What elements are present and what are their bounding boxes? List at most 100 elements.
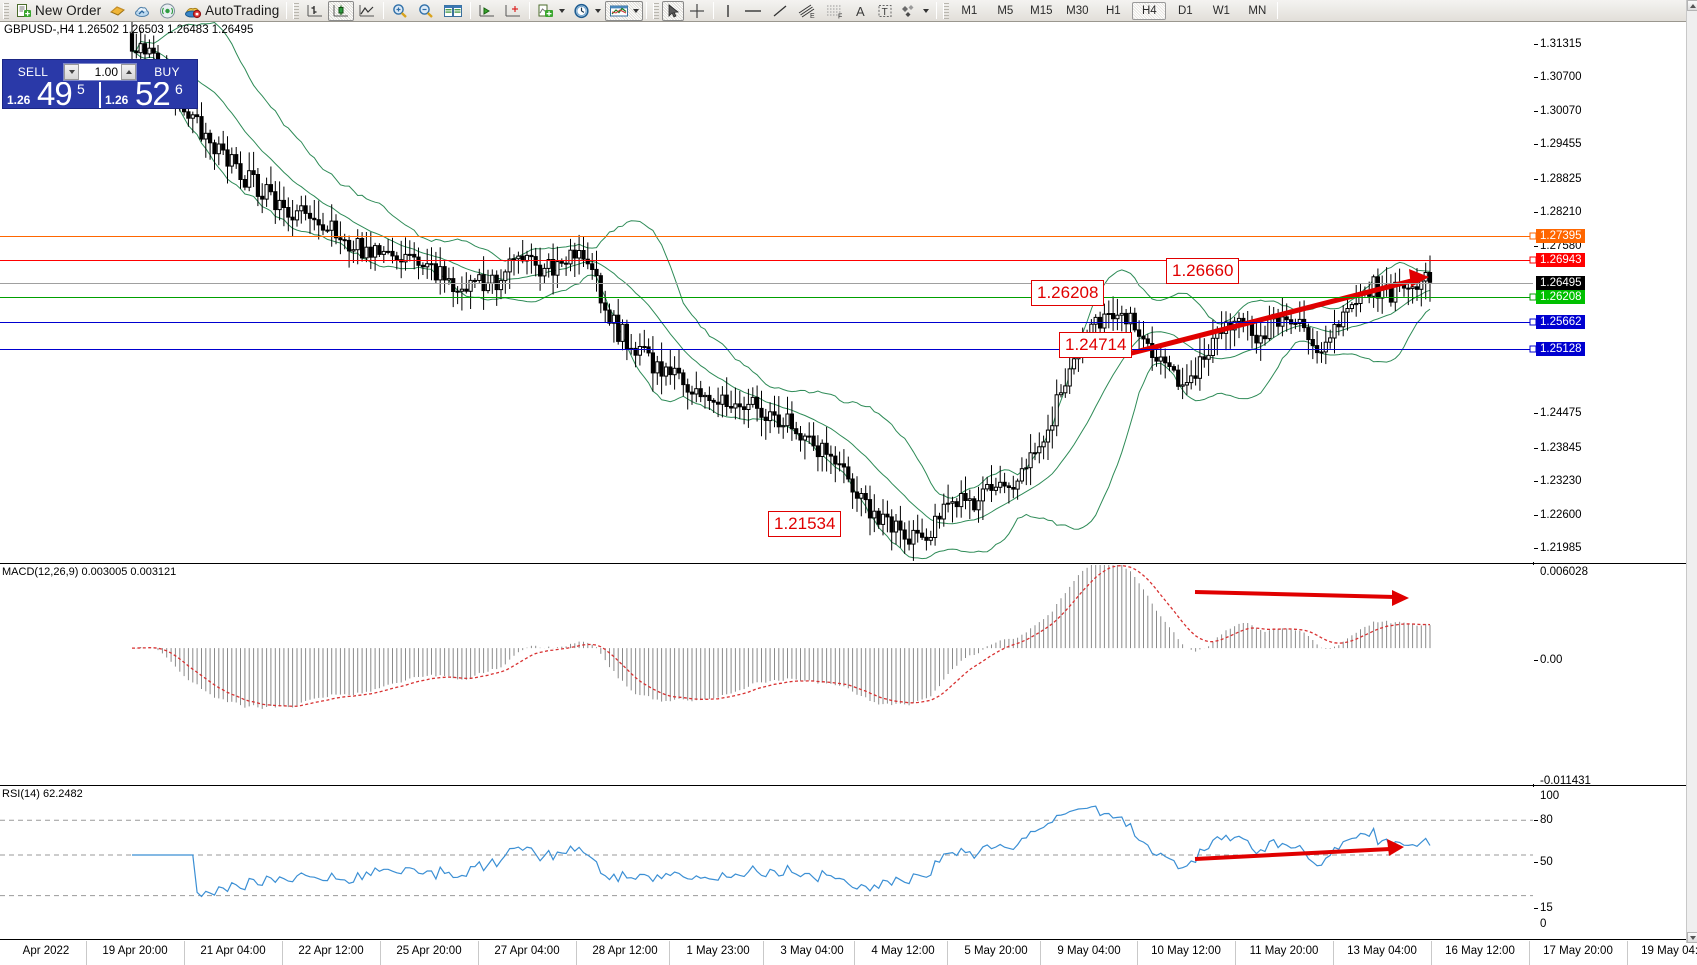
buy-button[interactable]: BUY xyxy=(154,65,180,79)
time-axis-separator xyxy=(1040,941,1041,965)
volume-decrease-button[interactable] xyxy=(64,64,79,80)
candlestick-chart-button[interactable] xyxy=(328,0,355,21)
time-axis-label: 19 Apr 20:00 xyxy=(102,945,168,957)
timeframe-mn[interactable]: MN xyxy=(1248,4,1267,17)
toolbar-separator-6 xyxy=(713,2,715,19)
time-axis-separator xyxy=(1529,941,1530,965)
rsi-chart-svg xyxy=(0,805,1533,898)
time-axis-label: 22 Apr 12:00 xyxy=(298,945,364,957)
volume-increase-button[interactable] xyxy=(121,64,136,80)
toolbar-grip-2[interactable] xyxy=(293,2,300,19)
chart-grid-button[interactable] xyxy=(439,1,467,21)
time-axis-separator xyxy=(1627,941,1628,965)
trendline-button[interactable] xyxy=(767,1,793,21)
price-annotation-callout[interactable]: 1.26208 xyxy=(1031,280,1105,306)
text-icon: A xyxy=(856,4,865,19)
time-axis-label: 27 Apr 04:00 xyxy=(494,945,560,957)
text-button[interactable]: A xyxy=(849,1,873,21)
macd-pane[interactable]: MACD(12,26,9) 0.003005 0.003121 xyxy=(0,565,1697,784)
shapes-button[interactable] xyxy=(897,1,933,21)
rsi-pane[interactable]: RSI(14) 62.2482 xyxy=(0,787,1697,917)
price-annotation-callout[interactable]: 1.24714 xyxy=(1059,332,1133,358)
equidistant-channel-button[interactable]: E xyxy=(793,1,821,21)
price-level-line[interactable] xyxy=(0,297,1533,298)
price-tick-label: 1.28825 xyxy=(1540,172,1582,185)
periods-button[interactable] xyxy=(569,1,605,21)
toolbar-grip-3[interactable] xyxy=(653,2,660,19)
price-level-line[interactable] xyxy=(0,322,1533,323)
timeframe-group: M1 M5 M15 M30 H1 H4 D1 W1 MN xyxy=(952,1,1274,20)
price-tick-mark xyxy=(1534,245,1538,247)
vertical-line-button[interactable] xyxy=(717,1,739,21)
price-level-line[interactable] xyxy=(0,260,1533,261)
timeframe-h4[interactable]: H4 xyxy=(1132,1,1167,20)
chevron-down-icon-2[interactable] xyxy=(595,8,602,13)
chevron-down-icon[interactable] xyxy=(559,8,566,13)
timeframe-m15[interactable]: M15 xyxy=(1030,4,1053,17)
vertical-scrollbar[interactable] xyxy=(1686,0,1697,943)
new-order-button[interactable]: New Order xyxy=(12,1,105,21)
price-tick-label: 1.21985 xyxy=(1540,541,1582,554)
price-pane[interactable] xyxy=(0,22,1697,562)
time-axis-label: 28 Apr 12:00 xyxy=(592,945,658,957)
buy-price-quote[interactable]: 1.26 52 6 xyxy=(99,82,197,108)
indicator-tick-mark xyxy=(1534,660,1538,661)
trendline-icon xyxy=(773,5,787,16)
templates-icon xyxy=(610,5,629,16)
crosshair-icon xyxy=(690,3,705,18)
time-axis-separator xyxy=(282,941,283,965)
expert-advisors-button[interactable] xyxy=(105,1,130,21)
timeframe-d1[interactable]: D1 xyxy=(1177,4,1193,17)
sell-button[interactable]: SELL xyxy=(17,65,49,79)
fibonacci-button[interactable]: F xyxy=(821,1,849,21)
chevron-down-icon-4[interactable] xyxy=(923,8,930,13)
data-window-button[interactable] xyxy=(130,1,155,21)
price-annotation-callout[interactable]: 1.21534 xyxy=(768,511,842,537)
symbol-header: GBPUSD-,H4 1.26502 1.26503 1.26483 1.264… xyxy=(4,24,254,36)
text-label-icon: T xyxy=(878,4,892,18)
timeframe-w1[interactable]: W1 xyxy=(1212,4,1230,17)
autotrading-button[interactable]: AutoTrading xyxy=(180,1,283,21)
scroll-down-button[interactable] xyxy=(1687,932,1697,943)
volume-value[interactable]: 1.00 xyxy=(94,65,118,79)
sell-price-quote[interactable]: 1.26 49 5 xyxy=(3,82,99,108)
price-level-line[interactable] xyxy=(0,283,1533,284)
text-label-button[interactable]: T xyxy=(873,1,897,21)
indicators-button[interactable] xyxy=(533,1,569,21)
one-click-trading-quotes: 1.26 49 5 1.26 52 6 xyxy=(3,82,197,108)
horizontal-line-button[interactable] xyxy=(739,1,767,21)
bar-chart-button[interactable] xyxy=(302,1,328,21)
price-level-line[interactable] xyxy=(0,349,1533,350)
auto-scroll-button[interactable] xyxy=(500,1,526,21)
timeframe-m1[interactable]: M1 xyxy=(961,4,978,17)
chevron-down-icon-3[interactable] xyxy=(633,8,640,13)
toolbar-grip[interactable] xyxy=(3,2,9,19)
main-toolbar: New Order AutoTrading xyxy=(0,0,1697,22)
chart-area[interactable]: GBPUSD-,H4 1.26502 1.26503 1.26483 1.264… xyxy=(0,22,1697,965)
price-tick-label: 1.22600 xyxy=(1540,508,1582,521)
crosshair-button[interactable] xyxy=(684,1,710,21)
chart-shift-button[interactable] xyxy=(474,1,500,21)
cursor-button[interactable] xyxy=(662,0,685,21)
zoom-out-button[interactable] xyxy=(413,1,439,21)
signals-button[interactable] xyxy=(155,1,180,21)
time-axis-label: 3 May 04:00 xyxy=(780,945,844,957)
line-chart-button[interactable] xyxy=(354,1,380,21)
scroll-up-button[interactable] xyxy=(1687,0,1697,11)
toolbar-grip-4[interactable] xyxy=(943,2,950,19)
zoom-in-button[interactable] xyxy=(387,1,413,21)
timeframe-h1[interactable]: H1 xyxy=(1105,4,1121,17)
svg-text:E: E xyxy=(810,13,815,19)
price-tick-mark xyxy=(1534,211,1538,213)
templates-button[interactable] xyxy=(605,0,644,21)
toolbar-separator-2 xyxy=(383,2,385,19)
price-level-label: 1.26208 xyxy=(1536,290,1585,304)
timeframe-m5[interactable]: M5 xyxy=(997,4,1014,17)
one-click-trading-panel[interactable]: SELL 1.00 BUY 1.26 49 5 1.26 52 6 xyxy=(2,59,198,109)
price-annotation-callout[interactable]: 1.26660 xyxy=(1166,258,1240,284)
indicator-tick-label: 80 xyxy=(1540,814,1553,826)
volume-stepper[interactable]: 1.00 xyxy=(63,63,137,81)
buy-price-big: 52 xyxy=(135,82,171,108)
price-level-line[interactable] xyxy=(0,236,1533,237)
timeframe-m30[interactable]: M30 xyxy=(1066,4,1089,17)
